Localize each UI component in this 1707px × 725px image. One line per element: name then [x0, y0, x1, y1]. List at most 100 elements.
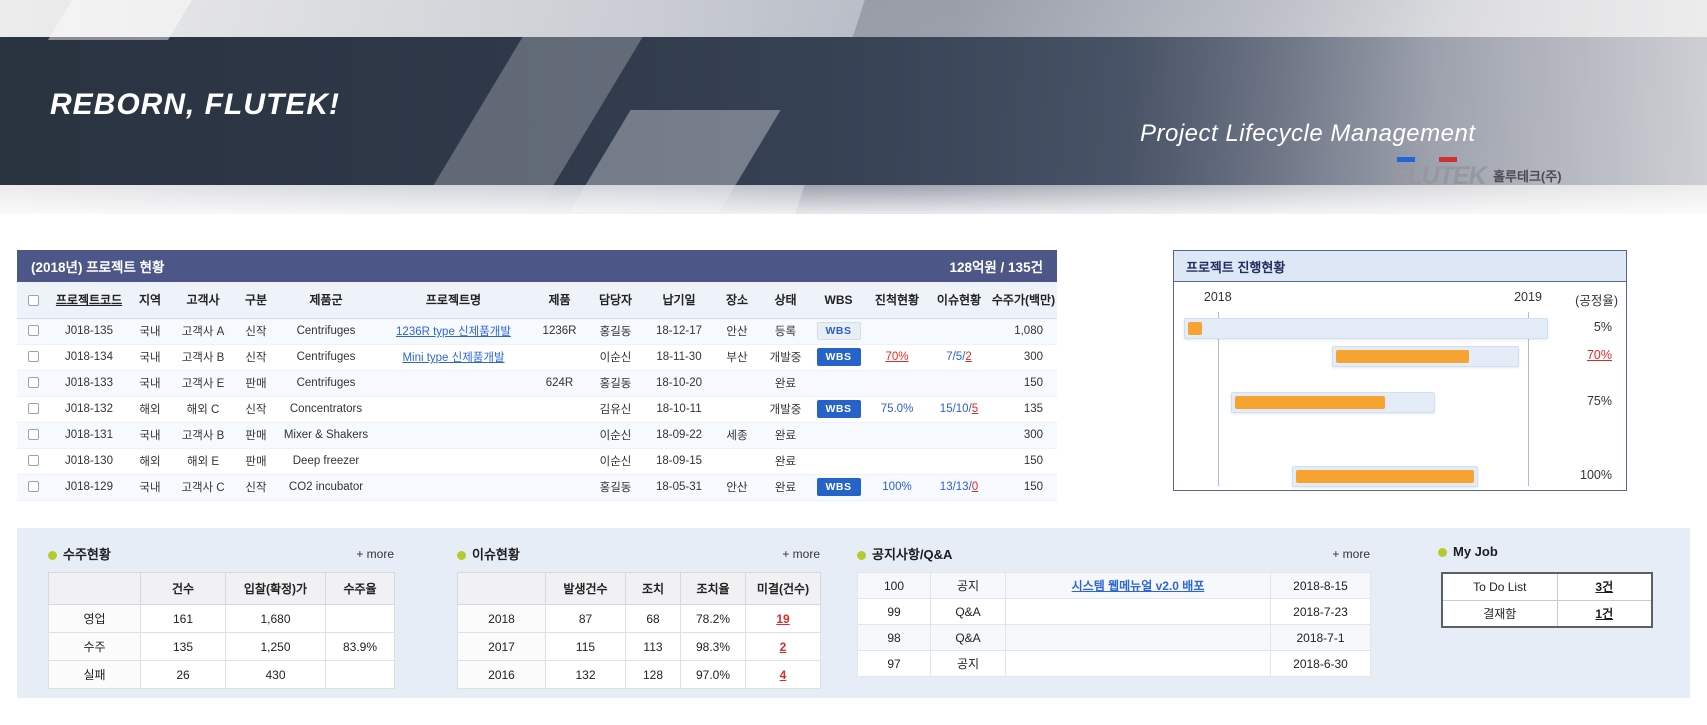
- location-cell: [714, 370, 760, 397]
- notice-category-cell: Q&A: [930, 624, 1006, 651]
- wbs-button[interactable]: WBS: [816, 322, 861, 340]
- notice-date-cell: 2018-7-1: [1270, 624, 1371, 651]
- notice-number-cell: 98: [857, 624, 931, 651]
- axis-year-end: 2019: [1514, 290, 1542, 304]
- column-header: 입찰(확정)가: [225, 572, 326, 605]
- category-cell: 신작: [235, 474, 277, 501]
- wbs-button[interactable]: WBS: [816, 400, 861, 418]
- myjob-count-cell: 1건: [1556, 599, 1653, 628]
- myjob-label-cell: To Do List: [1441, 572, 1558, 601]
- value-cell: [325, 660, 395, 689]
- row-checkbox[interactable]: [27, 351, 39, 363]
- bullet-icon: [457, 551, 466, 560]
- progress-link[interactable]: 70%: [885, 351, 909, 363]
- table-row: J018-129 국내 고객사 C 신작 CO2 incubator 홍길동 18-05-3…: [17, 474, 1057, 501]
- gantt-percent-label[interactable]: 100%: [1580, 468, 1612, 482]
- manager-cell: 홍길동: [587, 318, 644, 345]
- value-cell: 128: [625, 660, 681, 689]
- row-checkbox[interactable]: [27, 481, 39, 493]
- issue-open-count: 2: [965, 351, 972, 363]
- wbs-cell: [811, 448, 866, 475]
- progress-link[interactable]: 100%: [882, 481, 912, 493]
- due-date-cell: 18-09-22: [644, 422, 714, 449]
- gantt-percent-label[interactable]: 5%: [1593, 320, 1612, 334]
- wbs-button[interactable]: WBS: [816, 478, 861, 496]
- row-checkbox[interactable]: [27, 455, 39, 467]
- category-cell: 신작: [235, 396, 277, 423]
- issue-open-count: 5: [971, 403, 979, 415]
- region-cell: 해외: [129, 396, 171, 423]
- orders-more-link[interactable]: + more: [356, 546, 394, 561]
- issue-counts: 13/13/: [939, 481, 972, 493]
- manager-cell: 홍길동: [587, 370, 644, 397]
- progress-chart-title: 프로젝트 진행현황: [1186, 259, 1286, 275]
- notice-title-link[interactable]: 시스템 웹메뉴얼 v2.0 배포: [1071, 579, 1205, 593]
- status-cell: 개발중: [760, 396, 811, 423]
- column-header: 구분: [235, 282, 277, 319]
- gantt-bar-track[interactable]: [1292, 466, 1478, 487]
- wbs-button[interactable]: WBS: [816, 348, 861, 366]
- orders-panel-title-row: 수주현황 + more: [48, 544, 394, 563]
- price-cell: 150: [990, 448, 1057, 475]
- product-group-cell: Centrifuges: [277, 370, 375, 397]
- issue-status-link[interactable]: 7/5/2: [946, 351, 972, 363]
- value-cell: 68: [625, 604, 681, 633]
- column-header: 고객사: [171, 282, 235, 319]
- gantt-bar-track[interactable]: [1231, 392, 1435, 413]
- table-row: 영업 161 1,680: [48, 604, 395, 633]
- manager-cell: 김유신: [587, 396, 644, 423]
- region-cell: 국내: [129, 344, 171, 371]
- gantt-percent-label[interactable]: 70%: [1586, 348, 1612, 362]
- myjob-count-link[interactable]: 1건: [1595, 606, 1614, 621]
- row-checkbox[interactable]: [27, 403, 39, 415]
- project-name-link[interactable]: 1236R type 신제품개발: [396, 326, 511, 338]
- issue-counts: 15/10/: [939, 403, 972, 415]
- project-name-link[interactable]: Mini type 신제품개발: [402, 352, 505, 364]
- gantt-bar-fill: [1187, 322, 1203, 335]
- gantt-percent-label[interactable]: 75%: [1586, 394, 1612, 408]
- manager-cell: 이순신: [587, 448, 644, 475]
- value-cell: 113: [625, 632, 681, 661]
- unresolved-count-link[interactable]: 19: [776, 611, 790, 626]
- project-name-cell: [375, 474, 532, 501]
- myjob-count-link[interactable]: 3건: [1595, 580, 1614, 595]
- unresolved-count-link[interactable]: 2: [779, 639, 787, 654]
- row-select-cell: [17, 474, 49, 501]
- bullet-icon: [857, 551, 866, 560]
- row-checkbox[interactable]: [27, 377, 39, 389]
- issues-more-link[interactable]: + more: [782, 546, 820, 561]
- unresolved-count-link[interactable]: 4: [779, 667, 787, 682]
- category-cell: 신작: [235, 318, 277, 345]
- myjob-row: To Do List 3건: [1441, 572, 1653, 601]
- notice-table: 100 공지 시스템 웹메뉴얼 v2.0 배포 2018-8-15 99 Q&A 2018-…: [857, 572, 1371, 677]
- column-header: 프로젝트코드: [49, 282, 129, 319]
- gantt-bar-track[interactable]: [1183, 318, 1549, 339]
- progress-cell: 70%: [866, 344, 928, 371]
- issue-cell: [928, 448, 990, 475]
- notice-more-link[interactable]: + more: [1332, 546, 1370, 561]
- category-cell: 판매: [235, 448, 277, 475]
- progress-link[interactable]: 75.0%: [880, 403, 914, 415]
- project-card-summary: 128억원 / 135건: [949, 260, 1043, 275]
- logo-text: FLUTEK: [1393, 162, 1487, 190]
- row-checkbox[interactable]: [27, 325, 39, 337]
- notice-title-cell: [1005, 650, 1271, 677]
- row-select-cell: [17, 448, 49, 475]
- project-code-cell: J018-134: [49, 344, 129, 371]
- issue-cell: 7/5/2: [928, 344, 990, 371]
- hero-banner: REBORN, FLUTEK! Project Lifecycle Manage…: [0, 0, 1707, 230]
- select-all-checkbox[interactable]: [27, 295, 39, 307]
- row-label-cell: 영업: [48, 604, 141, 633]
- row-checkbox[interactable]: [27, 429, 39, 441]
- notice-category-cell: 공지: [930, 572, 1006, 599]
- notice-panel-title: 공지사항/Q&A: [857, 544, 952, 563]
- table-row: 수주 135 1,250 83.9%: [48, 632, 395, 661]
- value-cell: 1,250: [225, 632, 326, 661]
- gantt-bar-track[interactable]: [1331, 346, 1519, 367]
- issue-status-link[interactable]: 15/10/5: [940, 403, 978, 415]
- page-subtitle: Project Lifecycle Management: [1140, 120, 1476, 147]
- issue-status-link[interactable]: 13/13/0: [940, 481, 978, 493]
- wbs-cell: WBS: [811, 396, 866, 423]
- column-header: 장소: [714, 282, 760, 319]
- price-cell: 300: [990, 422, 1057, 449]
